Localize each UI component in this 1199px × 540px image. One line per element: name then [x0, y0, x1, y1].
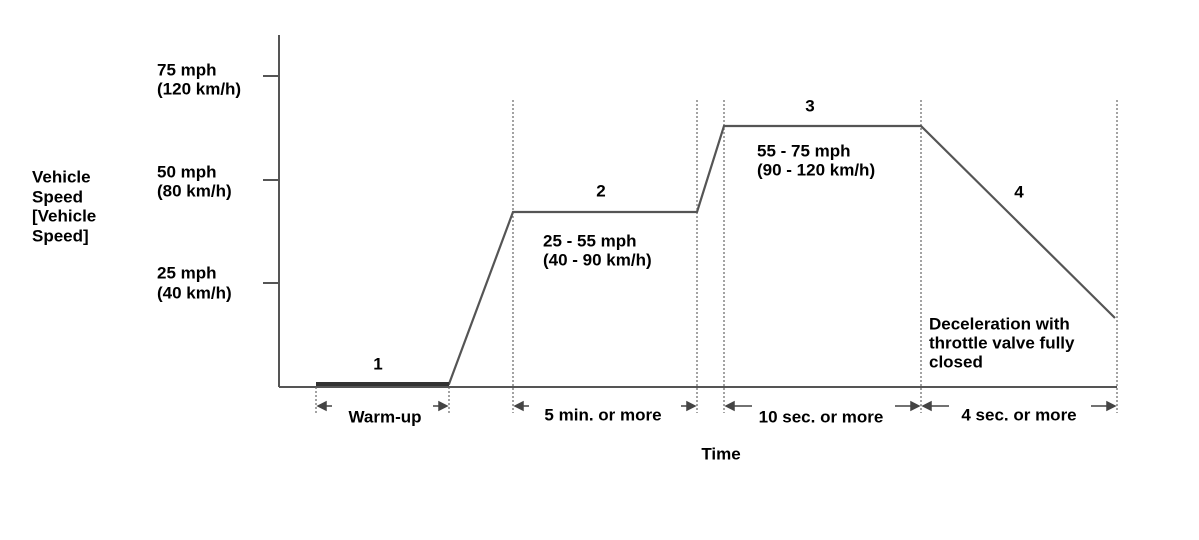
y-tick-label: 25 mph: [157, 263, 217, 282]
x-axis-title: Time: [701, 444, 740, 463]
phase-number: 4: [1014, 182, 1024, 201]
speed-range: 25 - 55 mph: [543, 231, 637, 250]
speed-range: 55 - 75 mph: [757, 141, 851, 160]
speed-range: (40 - 90 km/h): [543, 250, 652, 269]
duration-arrows: [316, 400, 1117, 412]
y-axis-title: Vehicle: [32, 167, 91, 186]
y-tick-label: (80 km/h): [157, 181, 232, 200]
y-axis-title: Speed: [32, 187, 83, 206]
speed-range: (90 - 120 km/h): [757, 160, 875, 179]
y-tick-label: (40 km/h): [157, 283, 232, 302]
y-tick-label: 50 mph: [157, 162, 217, 181]
phase-duration: 5 min. or more: [544, 405, 661, 424]
y-tick-label: 75 mph: [157, 60, 217, 79]
phase-duration: 4 sec. or more: [961, 405, 1076, 424]
phase-number: 3: [805, 96, 814, 115]
phase-duration: 10 sec. or more: [759, 407, 884, 426]
y-axis-title: Speed]: [32, 226, 89, 245]
phase-duration: Warm-up: [348, 407, 421, 426]
phase-number: 1: [373, 354, 382, 373]
phase-note: Deceleration with: [929, 314, 1070, 333]
phase-dividers: [315, 100, 1118, 413]
phase-number: 2: [596, 181, 605, 200]
phase-note: throttle valve fully: [929, 333, 1075, 352]
y-axis-title: [Vehicle: [32, 206, 96, 225]
speed-profile: [316, 124, 1116, 386]
axes: [263, 35, 1117, 388]
y-tick-label: (120 km/h): [157, 79, 241, 98]
phase-note: closed: [929, 352, 983, 371]
